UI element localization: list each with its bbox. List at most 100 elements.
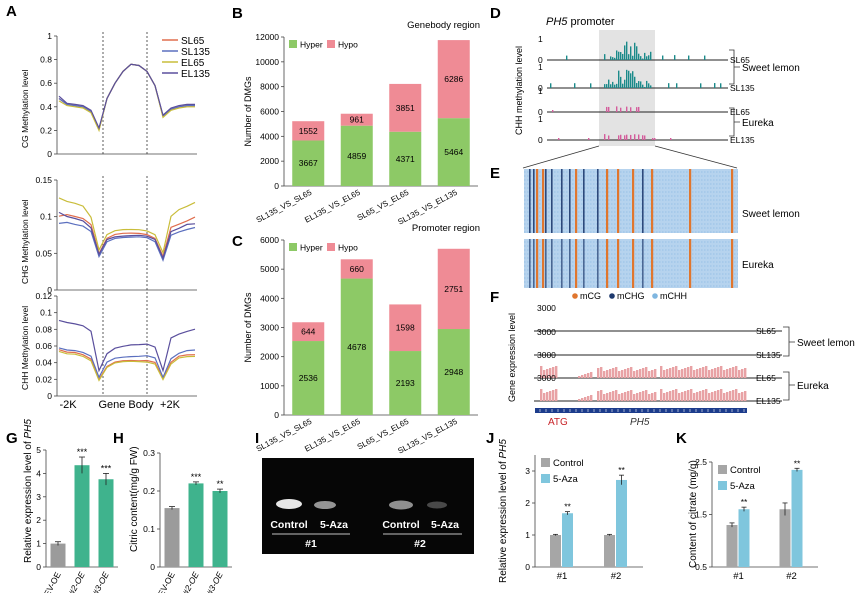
data-label-hyper: 4678 <box>347 342 366 352</box>
significance-label: ** <box>618 465 625 475</box>
gel-band-4 <box>427 501 447 509</box>
gel-lane-label-2: 5-Aza <box>320 519 348 531</box>
heatmap-sweet-lemon <box>524 169 738 233</box>
expression-bar <box>744 368 747 378</box>
mcg-site-column <box>575 169 578 233</box>
chg-methylation-plot: 0 0.05 0.1 0.15 CHG Methylation level <box>20 175 197 295</box>
track-min-label: 0 <box>538 135 543 145</box>
expression-bar <box>702 367 705 378</box>
expression-bar <box>552 390 555 401</box>
bar-hypo <box>437 248 470 330</box>
methylation-peak <box>704 55 706 60</box>
expression-bar <box>549 368 552 378</box>
y-tick-label: 1 <box>36 539 41 549</box>
expression-bar <box>627 368 630 378</box>
y-axis-label: Number of DMGs <box>243 76 253 147</box>
y-tick-label: 8000 <box>260 82 279 92</box>
expression-bar <box>543 393 546 401</box>
y-tick-label: 1.5 <box>695 510 707 520</box>
gel-group-label-1: #1 <box>305 538 317 550</box>
mchg-site-column <box>597 239 599 288</box>
panel-d-ylabel: CHH methylation level <box>514 46 524 135</box>
methylation-peak <box>626 69 628 88</box>
legend-swatch-5-aza <box>718 481 727 490</box>
bar-hypo <box>340 259 373 279</box>
y-tick-label: 0.04 <box>35 358 52 368</box>
bar-hyper <box>292 140 325 186</box>
expression-bar <box>555 389 558 401</box>
panel-letter-k: K <box>676 430 687 447</box>
group-label-sweet-lemon-f: Sweet lemon <box>797 338 855 349</box>
bar-hypo <box>292 322 325 342</box>
mchg-site-column <box>533 169 535 233</box>
mcg-site-column <box>731 169 734 233</box>
expression-bar <box>717 367 720 378</box>
bar-hypo <box>340 113 373 126</box>
y-tick-label: 0.06 <box>35 341 52 351</box>
series-line-el65 <box>58 197 196 255</box>
track-scale-label: 3000 <box>537 327 556 337</box>
expression-bar <box>615 390 618 401</box>
methylation-peak <box>618 51 620 60</box>
expression-bar <box>642 391 645 401</box>
expression-bar <box>741 369 744 378</box>
expression-bar <box>666 369 669 378</box>
y-tick-label: 0 <box>274 410 279 420</box>
gel-lane-label-3: Control <box>382 519 419 531</box>
panel-g: G Relative expression level of PH5 0 1 2 3 4… <box>6 419 118 593</box>
series-line-el135 <box>58 211 196 260</box>
expression-bar <box>660 389 663 401</box>
series-line-sl135 <box>58 347 196 379</box>
track-min-label: 0 <box>538 83 543 93</box>
track-name-label: EL65 <box>756 373 776 383</box>
expression-bar <box>540 366 543 378</box>
methylation-peak <box>620 76 622 88</box>
expression-bar <box>578 399 581 401</box>
track-name-label: SL65 <box>730 55 750 65</box>
gel-group-label-2: #2 <box>414 538 426 550</box>
mchg-site-column <box>529 169 531 233</box>
legend-label-hyper: Hyper <box>300 243 323 253</box>
methylation-site-heatmap <box>524 169 738 288</box>
expression-bar <box>590 372 593 378</box>
methylation-peak <box>610 56 612 60</box>
series-line-sl65 <box>58 63 195 131</box>
methylation-peak <box>614 57 616 60</box>
mcg-site-column <box>606 169 609 233</box>
legend-swatch-hyper <box>289 243 297 251</box>
expression-bar <box>543 370 546 378</box>
data-label-hypo: 1552 <box>299 126 318 136</box>
expression-bar <box>597 368 600 378</box>
expression-bar <box>609 369 612 378</box>
expression-bar <box>627 391 630 401</box>
expression-bar <box>726 369 729 378</box>
expression-bar <box>609 392 612 401</box>
expression-bar <box>711 369 714 378</box>
mchg-site-column <box>545 169 547 233</box>
bar-control <box>604 535 615 567</box>
methylation-peak <box>650 51 652 60</box>
methylation-peak <box>670 138 672 140</box>
expression-bar <box>714 391 717 401</box>
y-tick-label: 6000 <box>260 235 279 245</box>
mcg-site-column <box>632 169 635 233</box>
data-label-hypo: 2751 <box>444 284 463 294</box>
bar-hyper <box>340 278 373 415</box>
gel-band-1 <box>276 499 302 509</box>
gel-band-2 <box>314 501 336 509</box>
expression-bar <box>717 390 720 401</box>
expression-bar <box>720 366 723 378</box>
methylation-peak <box>550 83 552 88</box>
y-tick-label: 1 <box>525 530 530 540</box>
y-tick-label: 5000 <box>260 264 279 274</box>
methylation-peak <box>688 55 690 60</box>
methylation-peak <box>628 54 630 60</box>
y-tick-label: 2 <box>36 515 41 525</box>
mchg-site-column <box>642 239 644 288</box>
mchg-site-column <box>561 239 563 288</box>
bar-hyper <box>389 351 422 415</box>
y-tick-label: 12000 <box>255 32 279 42</box>
expression-bar <box>687 390 690 401</box>
bar-control <box>779 509 791 567</box>
